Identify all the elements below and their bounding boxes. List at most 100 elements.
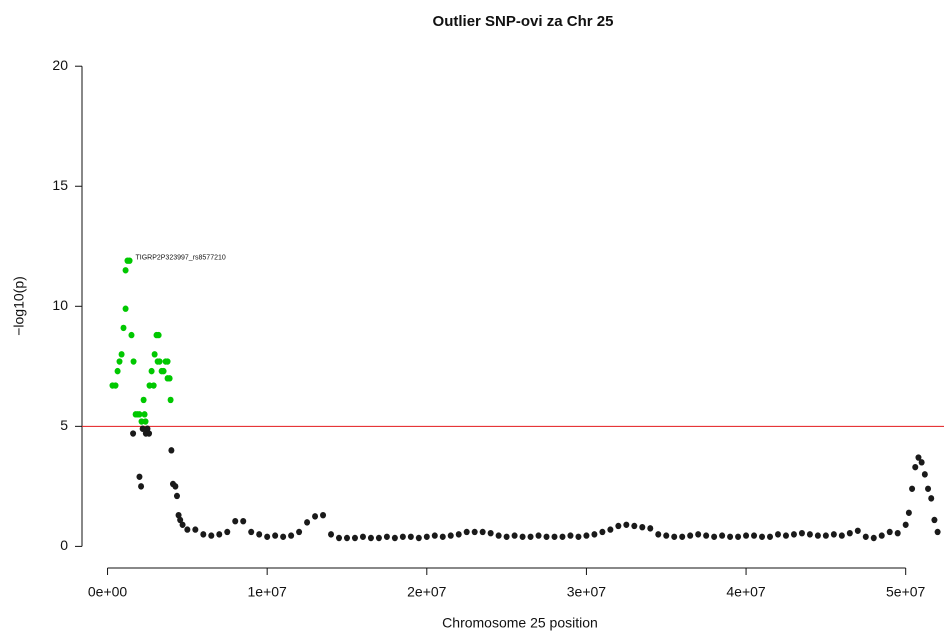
annotation: TIGRP2P323997_rs8577210 [135,255,225,262]
snp-point [122,305,129,312]
snp-point [114,367,121,375]
snp-point [591,531,598,538]
snp-point [166,375,173,382]
snp-point [175,511,182,519]
snp-point [798,529,805,537]
snp-point [878,532,885,539]
snp-point [160,367,167,375]
snp-point [687,532,694,539]
snp-point [179,521,186,528]
snp-point [172,483,179,490]
snp-point [173,492,180,500]
snp-point [894,529,901,537]
x-tick-label: 5e+07 [886,584,926,600]
snp-point [679,533,686,540]
x-axis-label: Chromosome 25 position [442,615,598,631]
y-tick-label: 20 [52,57,68,73]
snp-point [112,382,119,389]
snp-point [599,528,606,536]
snp-point [862,533,869,540]
snp-point [711,533,718,540]
snp-point [312,513,319,520]
snp-point [146,382,153,389]
snp-point [934,528,941,536]
snp-point [511,532,518,539]
snp-point [727,533,734,540]
snp-point [535,532,542,539]
snp-point [391,534,398,542]
snp-point [136,411,143,418]
snp-point [870,534,877,542]
snp-point [909,485,916,492]
snp-point [902,521,909,528]
snp-point [719,532,726,539]
snp-point [703,532,710,539]
snp-point [264,533,271,540]
snp-point [177,516,184,524]
snp-point [806,531,813,538]
y-tick-label: 15 [52,177,68,193]
snp-point [790,531,797,538]
snp-point [615,522,622,530]
snp-point [126,257,133,264]
snp-point [671,533,678,540]
snp-point [130,358,137,365]
snp-point [168,447,175,454]
snp-point [240,517,247,525]
snp-point [167,396,174,404]
snp-point [280,533,287,540]
snp-point [607,526,614,533]
snp-point [463,528,470,536]
snp-point [743,532,750,539]
snp-point [854,527,861,534]
snp-point [141,411,148,418]
snp-point [128,331,135,339]
snp-point [351,534,358,542]
snp-point [439,533,446,540]
snp-point [116,358,123,365]
snp-point [639,523,646,531]
snp-point [487,529,494,537]
snp-point [200,531,207,538]
snp-point [503,533,510,540]
snp-point [328,531,335,538]
snp-point [224,528,231,536]
snp-point [921,471,928,478]
snp-point [208,532,215,539]
snp-point [164,358,171,365]
snp-point [915,454,922,461]
snp-point [751,532,758,539]
y-axis-label: −log10(p) [11,276,27,336]
snp-point [479,528,486,536]
snp-point [138,483,145,490]
snp-point [120,324,127,332]
snp-point [359,533,366,540]
snp-point [767,533,774,540]
snp-point [336,534,343,542]
snp-point [623,521,630,528]
snp-point [567,532,574,539]
snp-point [375,534,382,542]
snp-point [148,367,155,375]
snp-point [735,533,742,540]
snp-point [759,533,766,540]
snp-point [256,531,263,538]
snp-point [928,495,935,502]
snp-point [367,534,374,542]
snp-point [122,267,129,274]
snp-point [184,526,191,533]
snp-point [663,532,670,539]
snp-point [272,532,279,539]
snp-point [695,531,702,538]
snp-point [288,532,295,539]
snp-point [155,331,162,339]
snp-point [838,532,845,539]
snp-point [216,531,223,538]
snp-point [814,532,821,539]
snp-point [118,351,125,358]
snp-point [519,533,526,540]
snp-point [655,531,662,538]
snp-point [399,533,406,540]
snp-point [631,522,638,530]
snp-point [150,382,157,389]
